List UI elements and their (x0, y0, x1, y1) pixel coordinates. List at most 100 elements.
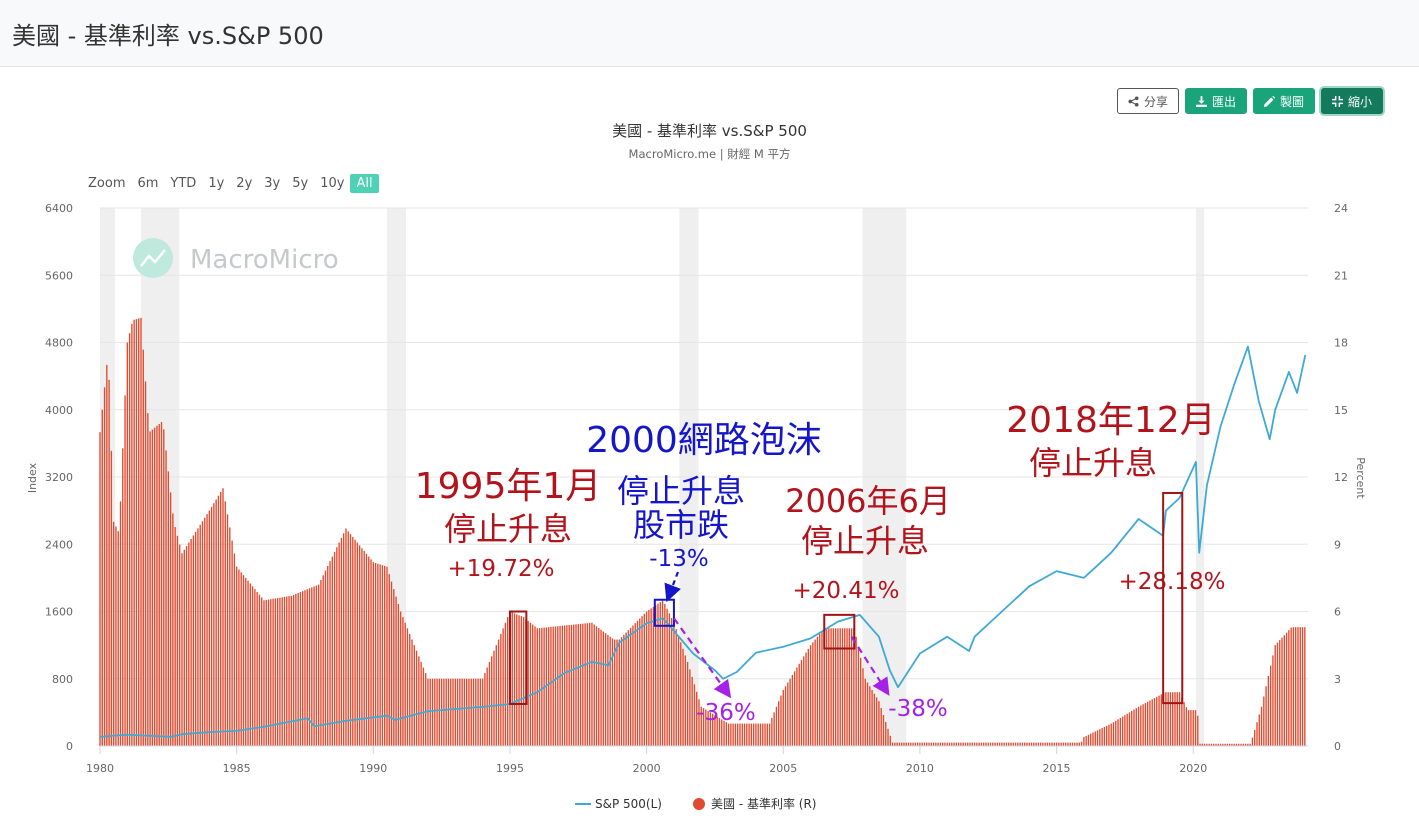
rate-bar (153, 427, 156, 746)
rate-bar (1030, 742, 1033, 746)
rate-bar (493, 650, 495, 746)
shrink-button[interactable]: 縮小 (1320, 88, 1383, 114)
rate-bar (559, 625, 561, 746)
rate-bar (1135, 708, 1137, 746)
rate-bar (967, 742, 969, 746)
rate-bar (1290, 627, 1292, 746)
edit-chart-label: 製圖 (1279, 94, 1304, 109)
rate-bar (349, 534, 352, 746)
rate-bar (1187, 710, 1190, 746)
rate-bar (1153, 698, 1156, 746)
zoom-all-button[interactable]: All (350, 174, 379, 193)
rate-bar (1210, 743, 1213, 746)
download-icon (1195, 95, 1207, 107)
rate-bar (634, 623, 636, 746)
rate-bar (1128, 712, 1131, 746)
rate-bar (796, 667, 798, 746)
rate-bar (1115, 720, 1117, 746)
rate-bar (923, 742, 926, 746)
legend-item-rate[interactable]: 美國 - 基準利率 (R) (693, 796, 816, 811)
watermark-logo-icon (133, 238, 173, 278)
rate-bar (274, 598, 277, 746)
rate-bar (495, 645, 497, 746)
legend-item-sp500[interactable]: S&P 500(L) (575, 797, 662, 811)
zoom-10y-button[interactable]: 10y (320, 176, 345, 191)
rate-bar (930, 742, 932, 746)
pencil-icon (1263, 95, 1275, 107)
rate-bar (591, 622, 593, 746)
rate-bar (149, 431, 151, 746)
rate-bar (1074, 742, 1076, 746)
annotation-10: +20.41% (793, 578, 900, 604)
rate-bar (1087, 734, 1090, 746)
rate-bar (916, 742, 919, 746)
watermark-logo-mark (140, 249, 166, 267)
rate-bar (664, 604, 666, 746)
rate-bar (445, 678, 447, 746)
rate-bar (816, 636, 819, 746)
rate-bar (746, 723, 748, 746)
rate-bar (1247, 743, 1249, 746)
rate-bar (516, 614, 518, 746)
rate-bar (1162, 693, 1165, 746)
rate-bar (390, 581, 393, 746)
zoom-1y-button[interactable]: 1y (208, 176, 225, 191)
rate-bar (1201, 743, 1204, 746)
share-button[interactable]: 分享 (1116, 88, 1179, 114)
zoom-2y-button[interactable]: 2y (236, 176, 253, 191)
rate-bar (1192, 710, 1194, 746)
rate-bar (864, 678, 866, 746)
rate-bar (169, 492, 172, 746)
rate-bar (998, 742, 1001, 746)
x-tick-label-4: 2000 (633, 762, 661, 775)
rate-bar (670, 618, 673, 746)
annotation-11: -38% (888, 696, 947, 722)
rate-bar (921, 742, 923, 746)
rate-bar (406, 628, 409, 746)
rate-bar (302, 591, 304, 746)
rate-bar (939, 742, 942, 746)
rate-bar (215, 499, 217, 746)
rate-bar (281, 597, 283, 746)
annotation-5: 股市跌 (633, 506, 729, 544)
zoom-3y-button[interactable]: 3y (264, 176, 281, 191)
rate-bar (434, 678, 436, 746)
rate-bar (124, 395, 126, 746)
export-button[interactable]: 匯出 (1184, 88, 1247, 114)
rate-bar (465, 678, 468, 746)
zoom-ytd-button[interactable]: YTD (170, 176, 197, 191)
rate-bar (711, 713, 714, 746)
rate-bar (882, 714, 885, 746)
zoom-5y-button[interactable]: 5y (292, 176, 309, 191)
rate-bar (691, 676, 693, 746)
rate-bar (973, 742, 976, 746)
rate-bar (1071, 742, 1074, 746)
rate-bar (1172, 692, 1174, 746)
rate-bar (172, 513, 174, 746)
rate-bar (791, 675, 794, 746)
zoom-6m-button[interactable]: 6m (137, 176, 159, 191)
rate-bar (1058, 742, 1060, 746)
rate-bar (547, 627, 550, 746)
rate-bar (206, 514, 208, 746)
rate-bar (363, 550, 365, 746)
rate-bar (429, 678, 431, 746)
rate-bar (1096, 730, 1099, 746)
rate-bar (402, 617, 404, 746)
rate-bar (258, 594, 261, 746)
rate-bar (976, 742, 978, 746)
rate-bar (311, 587, 313, 746)
rate-bar (1126, 713, 1128, 746)
rate-bar (374, 562, 377, 746)
rate-bar (748, 723, 750, 746)
rate-bar (632, 625, 634, 746)
edit-chart-button[interactable]: 製圖 (1252, 88, 1315, 114)
rate-bar (256, 591, 258, 746)
rate-bar (1117, 719, 1119, 746)
rate-bar (336, 547, 338, 746)
rate-bar (948, 742, 951, 746)
compress-icon (1331, 95, 1343, 107)
x-tick-label-3: 1995 (496, 762, 524, 775)
rate-bar (1165, 692, 1167, 746)
rate-bar (1304, 627, 1306, 746)
